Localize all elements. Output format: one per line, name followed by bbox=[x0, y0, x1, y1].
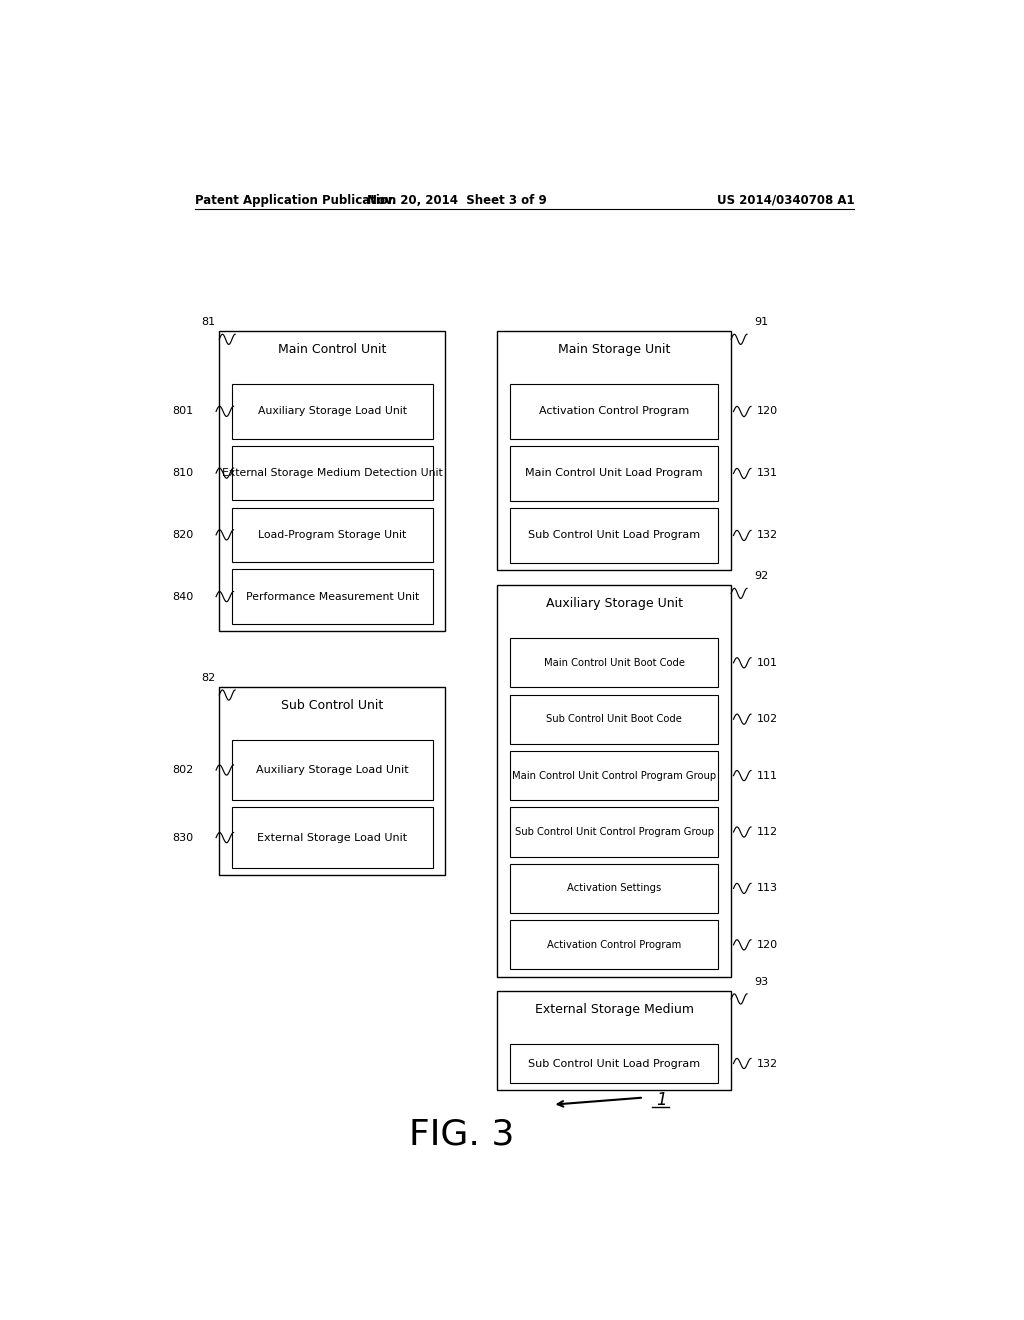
FancyBboxPatch shape bbox=[497, 585, 731, 977]
Text: 91: 91 bbox=[754, 317, 768, 327]
FancyBboxPatch shape bbox=[219, 686, 445, 875]
Text: Performance Measurement Unit: Performance Measurement Unit bbox=[246, 591, 419, 602]
Text: 1: 1 bbox=[655, 1090, 667, 1109]
Text: Sub Control Unit Boot Code: Sub Control Unit Boot Code bbox=[546, 714, 682, 725]
Text: Load-Program Storage Unit: Load-Program Storage Unit bbox=[258, 529, 407, 540]
FancyBboxPatch shape bbox=[497, 331, 731, 570]
FancyBboxPatch shape bbox=[232, 446, 433, 500]
FancyBboxPatch shape bbox=[510, 751, 719, 800]
Text: Sub Control Unit Load Program: Sub Control Unit Load Program bbox=[528, 1059, 700, 1068]
Text: Auxiliary Storage Load Unit: Auxiliary Storage Load Unit bbox=[256, 766, 409, 775]
Text: Main Storage Unit: Main Storage Unit bbox=[558, 343, 671, 356]
Text: Main Control Unit Load Program: Main Control Unit Load Program bbox=[525, 469, 702, 478]
Text: Sub Control Unit: Sub Control Unit bbox=[282, 700, 383, 711]
Text: Main Control Unit Boot Code: Main Control Unit Boot Code bbox=[544, 657, 685, 668]
FancyBboxPatch shape bbox=[510, 384, 719, 440]
Text: 111: 111 bbox=[758, 771, 778, 780]
Text: 830: 830 bbox=[173, 833, 194, 842]
Text: 120: 120 bbox=[758, 940, 778, 950]
Text: Nov. 20, 2014  Sheet 3 of 9: Nov. 20, 2014 Sheet 3 of 9 bbox=[368, 194, 547, 207]
Text: External Storage Load Unit: External Storage Load Unit bbox=[257, 833, 408, 842]
Text: 113: 113 bbox=[758, 883, 778, 894]
FancyBboxPatch shape bbox=[510, 508, 719, 562]
Text: 82: 82 bbox=[201, 673, 215, 682]
Text: Activation Control Program: Activation Control Program bbox=[539, 407, 689, 417]
FancyBboxPatch shape bbox=[232, 808, 433, 867]
Text: Auxiliary Storage Load Unit: Auxiliary Storage Load Unit bbox=[258, 407, 407, 416]
Text: US 2014/0340708 A1: US 2014/0340708 A1 bbox=[717, 194, 854, 207]
Text: 820: 820 bbox=[173, 529, 194, 540]
Text: 131: 131 bbox=[758, 469, 778, 478]
Text: Activation Control Program: Activation Control Program bbox=[547, 940, 681, 950]
FancyBboxPatch shape bbox=[510, 1044, 719, 1084]
FancyBboxPatch shape bbox=[232, 569, 433, 624]
Text: 132: 132 bbox=[758, 1059, 778, 1068]
FancyBboxPatch shape bbox=[510, 638, 719, 688]
Text: 93: 93 bbox=[754, 977, 768, 987]
Text: 102: 102 bbox=[758, 714, 778, 725]
FancyBboxPatch shape bbox=[232, 739, 433, 800]
Text: 81: 81 bbox=[201, 317, 215, 327]
Text: 801: 801 bbox=[173, 407, 194, 416]
Text: Auxiliary Storage Unit: Auxiliary Storage Unit bbox=[546, 598, 683, 610]
Text: Main Control Unit Control Program Group: Main Control Unit Control Program Group bbox=[512, 771, 716, 780]
FancyBboxPatch shape bbox=[219, 331, 445, 631]
Text: 132: 132 bbox=[758, 531, 778, 540]
FancyBboxPatch shape bbox=[510, 920, 719, 969]
Text: 840: 840 bbox=[173, 591, 194, 602]
Text: Patent Application Publication: Patent Application Publication bbox=[196, 194, 396, 207]
FancyBboxPatch shape bbox=[510, 808, 719, 857]
Text: 120: 120 bbox=[758, 407, 778, 417]
FancyBboxPatch shape bbox=[232, 384, 433, 438]
Text: 92: 92 bbox=[754, 572, 768, 581]
Text: Sub Control Unit Control Program Group: Sub Control Unit Control Program Group bbox=[515, 828, 714, 837]
Text: Sub Control Unit Load Program: Sub Control Unit Load Program bbox=[528, 531, 700, 540]
Text: 112: 112 bbox=[758, 828, 778, 837]
Text: External Storage Medium Detection Unit: External Storage Medium Detection Unit bbox=[222, 469, 442, 478]
Text: 810: 810 bbox=[173, 469, 194, 478]
FancyBboxPatch shape bbox=[232, 507, 433, 562]
FancyBboxPatch shape bbox=[497, 991, 731, 1090]
Text: Activation Settings: Activation Settings bbox=[567, 883, 662, 894]
Text: External Storage Medium: External Storage Medium bbox=[535, 1003, 693, 1016]
FancyBboxPatch shape bbox=[510, 446, 719, 500]
Text: Main Control Unit: Main Control Unit bbox=[279, 343, 386, 356]
Text: FIG. 3: FIG. 3 bbox=[409, 1117, 514, 1151]
Text: 802: 802 bbox=[173, 766, 194, 775]
FancyBboxPatch shape bbox=[510, 863, 719, 913]
Text: 101: 101 bbox=[758, 657, 778, 668]
FancyBboxPatch shape bbox=[510, 694, 719, 744]
